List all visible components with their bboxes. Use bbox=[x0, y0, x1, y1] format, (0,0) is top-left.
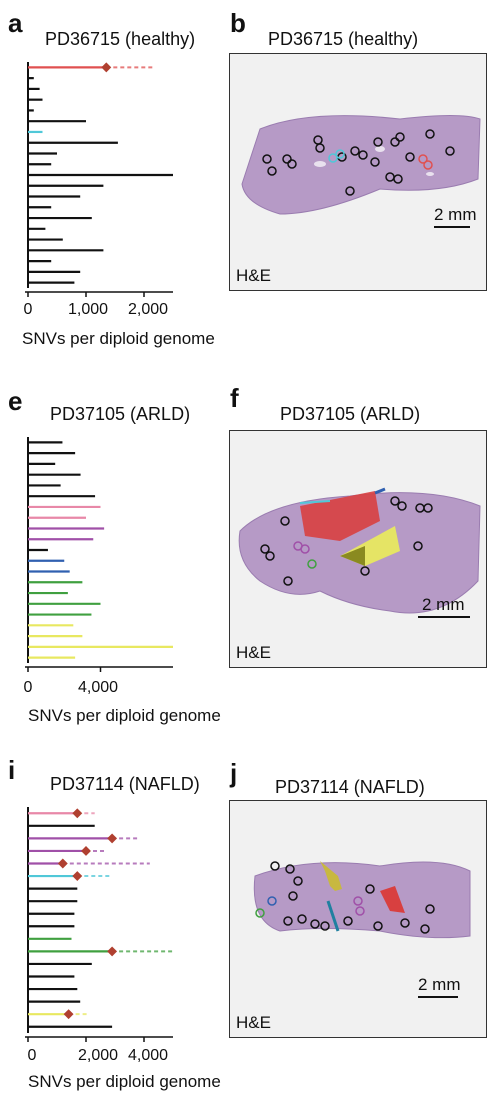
tissue-section-f bbox=[238, 487, 481, 614]
node-marker bbox=[107, 833, 118, 844]
scale-bar-label-b: 2 mm bbox=[434, 205, 477, 224]
tick-label-a-2: 2,000 bbox=[127, 301, 169, 318]
stain-label-f: H&E bbox=[236, 643, 271, 662]
stain-label-j: H&E bbox=[236, 1013, 271, 1032]
panel-title-j: PD37114 (NAFLD) bbox=[275, 777, 425, 797]
histology-image-f: 2 mm H&E bbox=[229, 430, 487, 668]
scale-bar-b bbox=[434, 226, 470, 228]
tissue-section-j bbox=[253, 861, 471, 939]
panel-title-b: PD36715 (healthy) bbox=[268, 29, 419, 49]
histology-image-j: 2 mm H&E bbox=[229, 800, 487, 1038]
x-axis-label-e: SNVs per diploid genome bbox=[28, 706, 221, 725]
scale-bar-label-f: 2 mm bbox=[422, 595, 465, 614]
panel-title-i: PD37114 (NAFLD) bbox=[50, 774, 200, 794]
panel-letter-a: a bbox=[8, 8, 23, 38]
node-marker bbox=[72, 808, 83, 819]
phylogeny-tree-a bbox=[25, 62, 173, 297]
node-marker bbox=[107, 946, 118, 957]
panel-letter-b: b bbox=[230, 8, 246, 38]
tick-label-i-0: 0 bbox=[27, 1047, 37, 1064]
stain-label-b: H&E bbox=[236, 266, 271, 285]
tick-label-e-0: 0 bbox=[23, 679, 33, 696]
tick-label-a-0: 0 bbox=[23, 301, 33, 318]
panel-letter-j: j bbox=[230, 758, 238, 788]
panel-title-e: PD37105 (ARLD) bbox=[50, 404, 191, 424]
tick-label-a-1: 1,000 bbox=[67, 301, 109, 318]
node-marker bbox=[81, 845, 91, 856]
panel-letter-i: i bbox=[8, 755, 16, 785]
panel-letter-f: f bbox=[230, 383, 239, 413]
tick-label-i-2: 4,000 bbox=[127, 1047, 169, 1064]
phylogeny-tree-i bbox=[25, 807, 173, 1042]
scale-bar-label-j: 2 mm bbox=[418, 975, 461, 994]
panel-title-a: PD36715 (healthy) bbox=[45, 29, 196, 49]
scale-bar-j bbox=[418, 996, 458, 998]
panel-title-f: PD37105 (ARLD) bbox=[280, 404, 421, 424]
phylogeny-tree-e bbox=[25, 437, 173, 672]
node-marker bbox=[101, 62, 112, 73]
histology-image-b: 2 mm H&E bbox=[229, 53, 487, 291]
tick-label-i-1: 2,000 bbox=[77, 1047, 119, 1064]
x-axis-label-a: SNVs per diploid genome bbox=[22, 329, 215, 348]
scale-bar-f bbox=[418, 616, 470, 618]
tissue-section-b bbox=[241, 115, 481, 215]
node-marker bbox=[63, 1009, 74, 1020]
tick-label-e-1: 4,000 bbox=[77, 679, 119, 696]
panel-letter-e: e bbox=[8, 386, 23, 416]
node-marker bbox=[57, 858, 68, 869]
x-axis-label-i: SNVs per diploid genome bbox=[28, 1072, 221, 1091]
node-marker bbox=[72, 871, 83, 882]
